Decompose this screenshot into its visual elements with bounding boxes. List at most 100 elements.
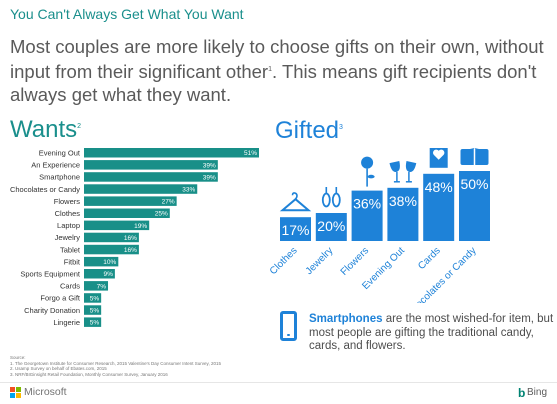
wants-category-label: Chocolates or Candy: [10, 185, 80, 194]
gifted-bar: [315, 213, 347, 241]
wants-bar: [84, 232, 139, 243]
wants-bar: [84, 160, 218, 170]
microsoft-logo-icon: [10, 387, 21, 398]
gifted-category-label: Flowers: [339, 245, 372, 278]
hanger-icon: [279, 192, 312, 212]
card-heart: [432, 149, 445, 160]
wants-category-label: Flowers: [54, 197, 81, 206]
hanger-hook: [291, 192, 298, 200]
wants-value-label: 5%: [90, 295, 100, 302]
headline-text: Most couples are more likely to choose g…: [10, 36, 544, 83]
gifted-value-label: 48%: [425, 179, 453, 195]
wants-value-label: 19%: [134, 223, 147, 230]
gifted-value-label: 17%: [281, 222, 309, 238]
headline-text-rest: . This means gift recipients don't alway…: [10, 61, 537, 106]
footer-divider: [0, 382, 557, 383]
wants-value-label: 39%: [203, 162, 216, 169]
rose-bloom: [361, 156, 374, 169]
source-item: 2. Usamp Survey on behalf of Ebates.com,…: [10, 366, 107, 371]
rose-icon: [361, 156, 375, 187]
gifted-value-label: 20%: [317, 218, 345, 234]
gifted-value-label: 38%: [389, 193, 417, 209]
sources: Source: 1. The Georgetown Institute for …: [10, 355, 221, 377]
wants-bar: [84, 172, 218, 182]
wants-value-label: 16%: [124, 247, 137, 254]
wants-bar: [84, 208, 170, 218]
wants-value-label: 5%: [90, 307, 100, 314]
gifted-bar: [459, 171, 490, 241]
wants-bar-chart: Evening Out 51% An Experience 39% Smartphone…: [10, 148, 259, 327]
gifted-category-label: Cards: [416, 245, 443, 272]
earrings-icon: [321, 187, 341, 208]
logo-square: [10, 387, 15, 392]
gifted-title: Gifted3: [275, 117, 343, 145]
gifted-bar: [387, 187, 419, 241]
wants-category-label: Evening Out: [39, 148, 81, 157]
wants-category-label: Smartphone: [39, 173, 80, 182]
wants-bar: [84, 220, 150, 231]
wants-value-label: 5%: [90, 320, 100, 327]
wants-bar: [84, 305, 102, 315]
wants-category-label: Charity Donation: [24, 306, 80, 315]
wants-title-text: Wants: [10, 116, 78, 143]
wine-glasses-icon: [389, 161, 417, 183]
logo-square: [16, 393, 21, 398]
gifted-bar: [351, 190, 383, 241]
wants-bar: [84, 244, 139, 255]
wants-value-label: 7%: [97, 283, 107, 290]
wants-bar: [84, 196, 177, 206]
wants-category-label: Jewelry: [55, 233, 81, 242]
wants-category-label: Tablet: [60, 245, 81, 254]
wants-category-label: Lingerie: [53, 318, 80, 327]
gifted-value-label: 36%: [353, 196, 381, 212]
wants-category-label: An Experience: [31, 161, 80, 170]
gifted-bar-chart: 17%Clothes20%Jewelry36%Flowers38%Evening…: [270, 148, 490, 303]
wants-bar: [84, 148, 259, 158]
rose-leaf: [367, 174, 375, 179]
wants-footnote: 2: [77, 123, 82, 130]
wants-value-label: 9%: [103, 271, 113, 278]
bing-wordmark: Bing: [527, 387, 548, 398]
page-title: You Can't Always Get What You Want: [10, 6, 244, 22]
wants-value-label: 16%: [124, 235, 137, 242]
microsoft-wordmark: Microsoft: [24, 386, 67, 398]
wants-title: Wants2: [10, 116, 81, 144]
earring-drop: [321, 192, 331, 208]
logo-square: [16, 387, 21, 392]
wine-glass-bowl: [405, 161, 417, 172]
wants-value-label: 27%: [162, 199, 175, 206]
wants-bar: [84, 184, 198, 194]
logo-square: [10, 393, 15, 398]
gifted-value-label: 50%: [460, 176, 488, 192]
bing-logo-icon: b: [518, 386, 526, 400]
wants-bar: [84, 317, 102, 327]
wants-category-label: Fitbit: [64, 257, 81, 266]
wants-value-label: 33%: [182, 186, 195, 193]
gifted-category-label: Clothes: [270, 245, 300, 277]
wants-bar: [84, 293, 102, 303]
gifted-title-text: Gifted: [275, 117, 340, 144]
candy-box-bow: [470, 148, 479, 149]
wants-category-label: Cards: [60, 282, 80, 291]
source-item: 1. The Georgetown Institute for Consumer…: [10, 360, 221, 366]
sources-label: Source:: [10, 355, 26, 360]
gifted-footnote: 3: [339, 124, 343, 131]
wants-bar: [84, 269, 115, 279]
callout-text: Smartphones are the most wished-for item…: [309, 313, 554, 354]
card-icon: [429, 148, 448, 168]
gifted-category-label: Jewelry: [304, 245, 336, 277]
wine-glass-bowl: [389, 161, 400, 172]
wants-value-label: 10%: [103, 259, 116, 266]
callout-highlight: Smartphones: [309, 313, 383, 325]
wants-value-label: 51%: [244, 150, 257, 157]
gifted-bar: [280, 217, 311, 241]
wants-category-label: Forgo a Gift: [40, 294, 81, 303]
wants-category-label: Clothes: [55, 209, 81, 218]
earring-drop: [331, 192, 341, 208]
wants-value-label: 25%: [155, 211, 168, 218]
hanger-body: [279, 197, 312, 212]
callout-body: are the most wished-for item, but most p…: [309, 313, 554, 352]
gifted-bar: [423, 173, 455, 241]
wants-value-label: 39%: [203, 174, 216, 181]
wants-bar: [84, 256, 119, 267]
